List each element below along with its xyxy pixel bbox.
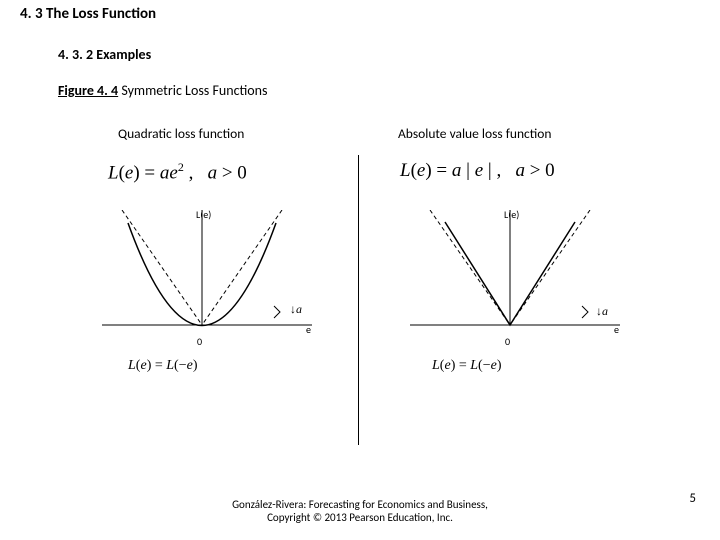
- y-axis-label: L(e): [196, 208, 211, 221]
- footer-line-1: González-Rivera: Forecasting for Economi…: [0, 498, 720, 511]
- page-number: 5: [689, 491, 696, 506]
- absolute-svg: [400, 210, 630, 350]
- slide-page: 4. 3 The Loss Function 4. 3. 2 Examples …: [0, 0, 720, 540]
- figure-caption: Figure 4. 4 Symmetric Loss Functions: [58, 82, 268, 99]
- y-axis-label: L(e): [504, 208, 519, 221]
- quadratic-chart: L(e) ↓a e 0: [92, 210, 322, 350]
- x-axis-label: e: [306, 323, 311, 336]
- left-formula: L(e) = ae2 , a > 0: [108, 160, 247, 184]
- left-symmetry-eq: L(e) = L(−e): [128, 358, 198, 374]
- vertical-divider: [358, 155, 359, 445]
- right-symmetry-eq: L(e) = L(−e): [432, 358, 502, 374]
- figure-label: Figure 4. 4: [58, 82, 118, 99]
- origin-label: 0: [505, 335, 510, 348]
- footer: González-Rivera: Forecasting for Economi…: [0, 498, 720, 524]
- subsection-heading: 4. 3. 2 Examples: [58, 46, 151, 63]
- right-formula: L(e) = a | e | , a > 0: [400, 160, 555, 182]
- right-subtitle: Absolute value loss function: [398, 125, 551, 142]
- section-heading: 4. 3 The Loss Function: [20, 5, 156, 23]
- origin-label: 0: [197, 335, 202, 348]
- absolute-chart: L(e) ↓a e 0: [400, 210, 630, 350]
- footer-line-2: Copyright © 2013 Pearson Education, Inc.: [0, 511, 720, 524]
- param-a-label: ↓a: [290, 302, 302, 317]
- figure-title: Symmetric Loss Functions: [121, 82, 267, 99]
- quadratic-svg: [92, 210, 322, 350]
- param-a-label: ↓a: [596, 304, 608, 319]
- x-axis-label: e: [614, 323, 619, 336]
- left-subtitle: Quadratic loss function: [118, 125, 244, 142]
